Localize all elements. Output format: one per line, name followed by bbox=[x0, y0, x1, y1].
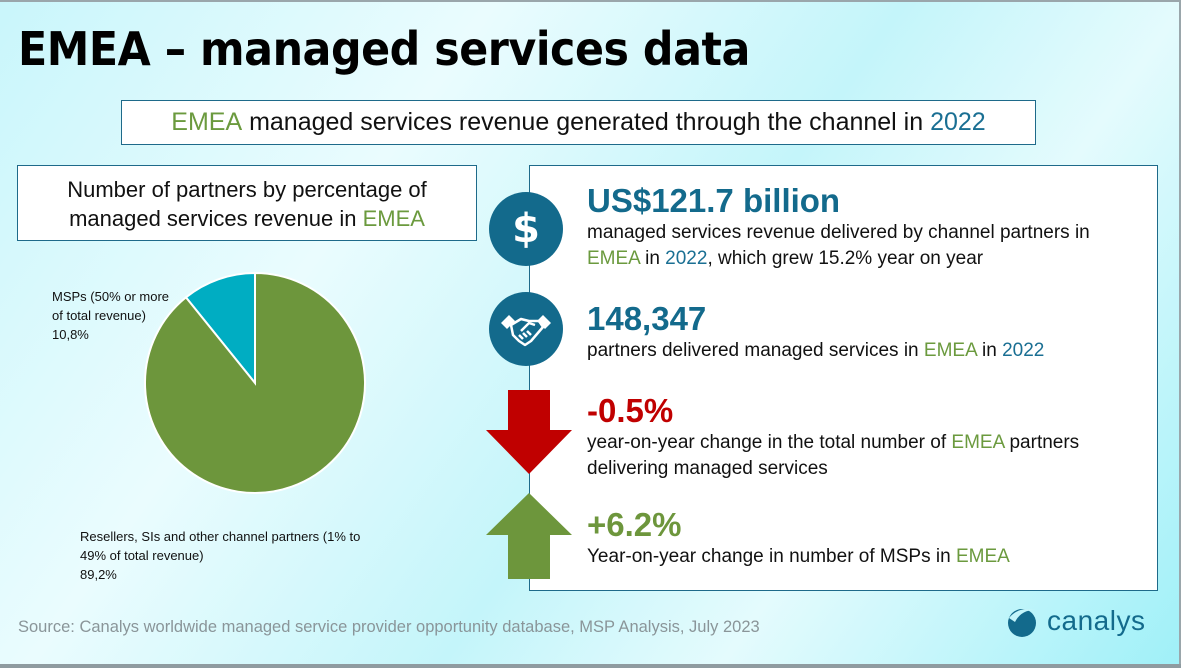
chart-title-box: Number of partners by percentage of mana… bbox=[17, 165, 477, 241]
chart-title-line2-text: managed services revenue in bbox=[69, 206, 363, 231]
pie-label-resellers-value: 89,2% bbox=[80, 567, 117, 582]
frame-right-border bbox=[1179, 0, 1181, 668]
arrow-up-icon bbox=[486, 493, 572, 579]
stat-msp-change-value: +6.2% bbox=[587, 506, 682, 543]
subtitle-region: EMEA bbox=[171, 108, 243, 136]
desc-text: in bbox=[639, 248, 666, 269]
chart-title-region: EMEA bbox=[362, 206, 425, 231]
year-text: 2022 bbox=[665, 248, 708, 269]
region-text: EMEA bbox=[923, 340, 977, 361]
stat-revenue-value: US$121.7 billion bbox=[587, 182, 841, 219]
pie-label-msps-name1: MSPs (50% or more bbox=[52, 289, 170, 304]
pie-label-resellers: Resellers, SIs and other channel partner… bbox=[80, 527, 440, 584]
desc-text: in bbox=[976, 340, 1003, 361]
pie-slice-resellers bbox=[144, 271, 366, 494]
frame-bottom-border bbox=[0, 664, 1181, 668]
subtitle-text: managed services revenue generated throu… bbox=[242, 108, 931, 136]
region-text: EMEA bbox=[951, 432, 1005, 453]
year-text: 2022 bbox=[1002, 340, 1045, 361]
pie-label-msps-name2: of total revenue) bbox=[52, 308, 146, 323]
desc-text: partners delivered managed services in bbox=[587, 340, 924, 361]
handshake-icon bbox=[489, 292, 563, 366]
subtitle-box: EMEA managed services revenue generated … bbox=[121, 100, 1036, 145]
stat-partners: 148,347 partners delivered managed servi… bbox=[587, 300, 1044, 364]
stat-partner-change-desc-line1: year-on-year change in the total number … bbox=[587, 430, 1079, 456]
desc-text: year-on-year change in the total number … bbox=[587, 432, 952, 453]
stat-partners-value: 148,347 bbox=[587, 300, 707, 337]
chart-title-line1: Number of partners by percentage of bbox=[67, 177, 427, 202]
pie-chart bbox=[144, 271, 366, 494]
stat-partner-change: -0.5% year-on-year change in the total n… bbox=[587, 392, 1079, 482]
stat-partner-change-desc-line2: delivering managed services bbox=[587, 458, 828, 479]
canalys-logo: canalys bbox=[1005, 604, 1145, 638]
frame-top-border bbox=[0, 0, 1181, 2]
canalys-logo-icon bbox=[1008, 609, 1036, 637]
arrow-down-icon bbox=[486, 390, 572, 474]
stats-panel bbox=[529, 165, 1158, 591]
stat-revenue: US$121.7 billion managed services revenu… bbox=[587, 182, 1090, 272]
desc-text: Year-on-year change in number of MSPs in bbox=[587, 546, 956, 567]
stat-msp-change-desc: Year-on-year change in number of MSPs in… bbox=[587, 544, 1010, 570]
page-title: EMEA – managed services data bbox=[18, 22, 750, 76]
stat-revenue-desc-line1: managed services revenue delivered by ch… bbox=[587, 222, 1090, 243]
desc-text: , which grew 15.2% year on year bbox=[707, 248, 984, 269]
pie-slice-msps bbox=[184, 271, 256, 386]
stat-partners-desc: partners delivered managed services in E… bbox=[587, 338, 1044, 364]
pie-label-resellers-name2: 49% of total revenue) bbox=[80, 548, 204, 563]
chart-title-line2: managed services revenue in EMEA bbox=[18, 204, 476, 233]
region-text: EMEA bbox=[955, 546, 1010, 567]
stat-msp-change: +6.2% Year-on-year change in number of M… bbox=[587, 506, 1010, 570]
canalys-logo-text: canalys bbox=[1047, 605, 1146, 636]
dollar-icon: $ bbox=[489, 192, 563, 266]
source-note: Source: Canalys worldwide managed servic… bbox=[18, 618, 760, 636]
stat-revenue-desc-line2: EMEA in 2022, which grew 15.2% year on y… bbox=[587, 246, 1090, 272]
subtitle-year: 2022 bbox=[930, 108, 986, 136]
pie-label-resellers-name1: Resellers, SIs and other channel partner… bbox=[80, 529, 361, 544]
pie-label-msps-value: 10,8% bbox=[52, 327, 89, 342]
desc-text: partners bbox=[1004, 432, 1080, 453]
stat-partner-change-value: -0.5% bbox=[587, 392, 674, 429]
region-text: EMEA bbox=[587, 248, 640, 269]
pie-label-msps: MSPs (50% or more of total revenue) 10,8… bbox=[52, 287, 252, 344]
